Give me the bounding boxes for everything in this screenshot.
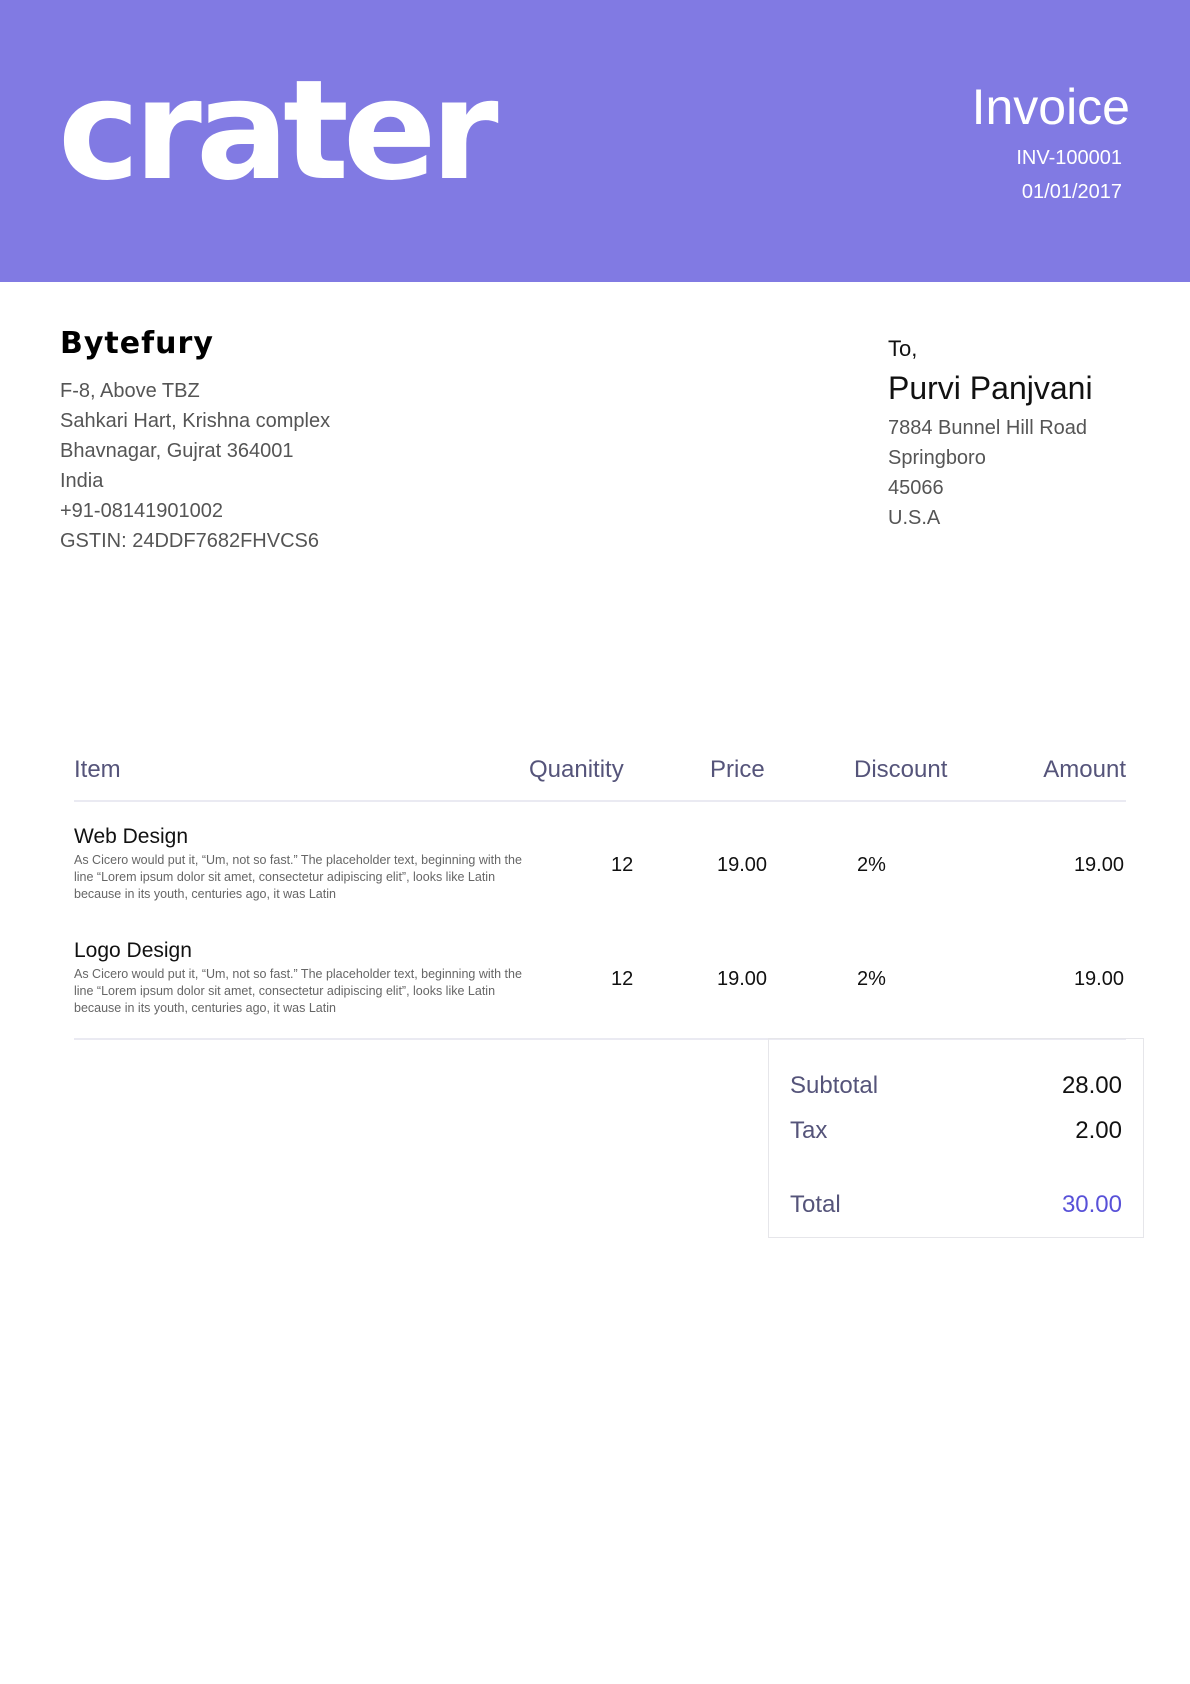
totals-box	[768, 1038, 1144, 1238]
gstin: GSTIN: 24DDF7682FHVCS6	[60, 530, 319, 552]
phone: +91-08141901002	[60, 500, 223, 522]
address-line: Bhavnagar, Gujrat 364001	[60, 440, 294, 462]
invoice-header: crater Invoice INV-100001 01/01/2017	[0, 0, 1190, 282]
address-line: Springboro	[888, 447, 986, 469]
item-name: Logo Design	[74, 939, 192, 962]
address-line: India	[60, 470, 104, 492]
header-quantity: Quanitity	[529, 756, 624, 783]
address-line: F-8, Above TBZ	[60, 380, 200, 402]
billing-to-label: To,	[888, 336, 918, 361]
total-label: Total	[790, 1191, 841, 1218]
header-divider	[74, 800, 1126, 802]
tax-label: Tax	[790, 1117, 828, 1144]
company-name: Bytefury	[60, 326, 214, 361]
subtotal-value: 28.00	[1061, 1072, 1122, 1099]
address-line: Sahkari Hart, Krishna complex	[60, 410, 331, 432]
table-bottom-divider	[74, 1038, 1126, 1040]
invoice-title: Invoice	[971, 79, 1130, 135]
item-price: 19.00	[717, 854, 768, 876]
total-value: 30.00	[1061, 1191, 1122, 1218]
item-price: 19.00	[717, 968, 768, 990]
item-quantity: 12	[611, 854, 634, 876]
header-price: Price	[710, 756, 765, 783]
invoice-number: INV-100001	[1016, 147, 1122, 169]
company-address: F-8, Above TBZ Sahkari Hart, Krishna com…	[60, 376, 330, 556]
item-description: As Cicero would put it, “Um, not so fast…	[74, 967, 522, 1015]
item-description: As Cicero would put it, “Um, not so fast…	[74, 853, 522, 901]
header-amount: Amount	[1043, 756, 1126, 783]
item-name: Web Design	[74, 825, 189, 848]
address-line: U.S.A	[888, 507, 941, 529]
item-discount: 2%	[857, 968, 886, 990]
address-line: 7884 Bunnel Hill Road	[888, 417, 1088, 439]
item-discount: 2%	[857, 854, 886, 876]
header-discount: Discount	[854, 756, 948, 783]
item-amount: 19.00	[1073, 968, 1124, 990]
header-item: Item	[74, 756, 121, 783]
client-name: Purvi Panjvani	[888, 370, 1093, 406]
item-amount: 19.00	[1073, 854, 1124, 876]
tax-value: 2.00	[1075, 1117, 1122, 1144]
client-address: 7884 Bunnel Hill Road Springboro 45066 U…	[888, 413, 1087, 533]
crater-logo: crater	[58, 50, 499, 211]
subtotal-label: Subtotal	[790, 1072, 879, 1099]
address-line: 45066	[888, 477, 944, 499]
invoice-date: 01/01/2017	[1021, 181, 1122, 203]
item-quantity: 12	[611, 968, 634, 990]
